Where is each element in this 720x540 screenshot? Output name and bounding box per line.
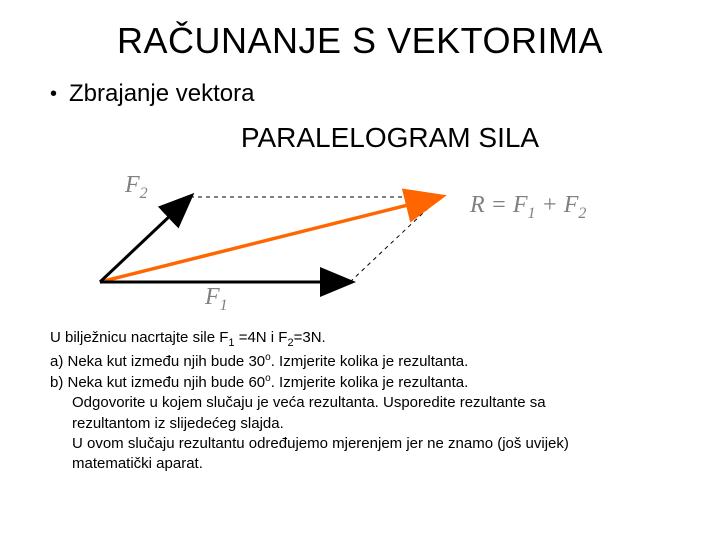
instr-line-7: matematički aparat. (50, 454, 670, 474)
instr-line-4: Odgovorite u kojem slučaju je veća rezul… (50, 393, 670, 413)
instr-line-5: rezultantom iz slijedećeg slajda. (50, 414, 670, 434)
label-f1: F1 (205, 284, 228, 315)
instr-line-6: U ovom slučaju rezultantu određujemo mje… (50, 434, 670, 454)
bullet-item: • Zbrajanje vektora (50, 80, 670, 108)
instr-line-3: b) Neka kut između njih bude 60o. Izmjer… (50, 372, 670, 393)
section-subtitle: PARALELOGRAM SILA (110, 122, 670, 154)
formula-resultant: R = F1 + F2 (470, 192, 586, 223)
bullet-marker: • (50, 80, 57, 108)
page-title: RAČUNANJE S VEKTORIMA (50, 20, 670, 62)
bullet-text: Zbrajanje vektora (69, 80, 254, 108)
vector-r (100, 197, 440, 282)
instr-line-1: U bilježnicu nacrtajte sile F1 =4N i F2=… (50, 328, 670, 351)
instruction-text: U bilježnicu nacrtajte sile F1 =4N i F2=… (50, 328, 670, 474)
vector-diagram: F2 F1 R = F1 + F2 (50, 162, 670, 312)
label-f2: F2 (125, 172, 148, 203)
instr-line-2: a) Neka kut između njih bude 30o. Izmjer… (50, 351, 670, 372)
